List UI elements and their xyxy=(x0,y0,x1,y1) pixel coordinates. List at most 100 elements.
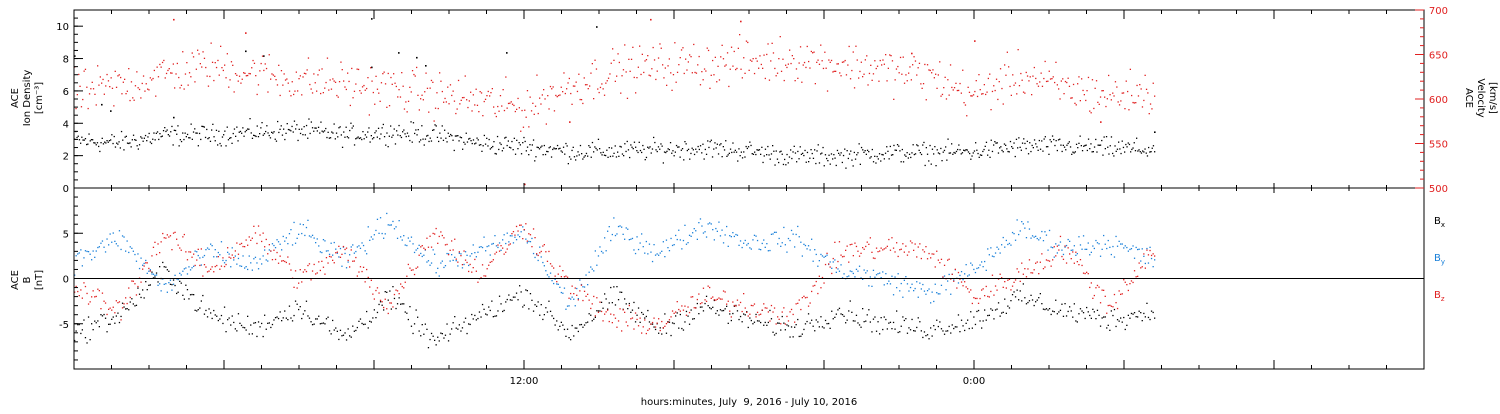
velocity-point xyxy=(847,64,849,66)
bz-point xyxy=(682,309,685,311)
ion-density-point xyxy=(760,153,762,155)
by-point xyxy=(724,234,726,236)
bx-point xyxy=(1004,298,1006,300)
bz-point xyxy=(1061,255,1063,258)
bz-point xyxy=(882,249,884,251)
bx-point xyxy=(432,335,434,337)
bz-point xyxy=(967,288,969,290)
velocity-point xyxy=(985,93,987,96)
by-point xyxy=(536,254,538,256)
by-point xyxy=(511,235,513,237)
velocity-point xyxy=(614,80,616,82)
ion-density-point xyxy=(1144,148,1146,150)
bz-point xyxy=(94,296,96,298)
by-point xyxy=(210,243,212,245)
bz-point xyxy=(432,232,434,235)
velocity-point xyxy=(733,50,735,53)
by-point xyxy=(1113,256,1116,258)
bx-point xyxy=(543,314,545,316)
velocity-point xyxy=(595,68,598,70)
ion-density-point xyxy=(406,132,409,134)
velocity-point xyxy=(743,57,745,59)
ion-density-point xyxy=(1092,151,1094,153)
bz-point xyxy=(933,253,935,255)
ion-density-point xyxy=(660,143,662,145)
ion-density-point xyxy=(644,159,646,161)
by-point xyxy=(1024,227,1026,229)
by-point xyxy=(506,232,508,234)
bx-point xyxy=(398,297,400,299)
bz-point xyxy=(486,268,488,270)
bx-point xyxy=(730,319,732,322)
bz-point xyxy=(600,310,603,313)
velocity-point xyxy=(693,43,695,46)
bx-point xyxy=(750,319,752,322)
bx-point xyxy=(729,313,731,315)
bz-point xyxy=(1154,255,1156,257)
by-point xyxy=(852,272,854,275)
bx-point xyxy=(227,319,229,321)
by-point xyxy=(180,274,182,276)
velocity-point xyxy=(568,77,570,80)
ion-density-point xyxy=(926,153,929,155)
by-point xyxy=(597,255,600,257)
by-point xyxy=(624,238,626,240)
by-point xyxy=(688,234,691,236)
bx-point xyxy=(455,327,457,329)
bx-point xyxy=(451,328,453,330)
bz-point xyxy=(824,263,827,266)
by-point xyxy=(288,233,291,235)
ion-density-point xyxy=(733,151,735,153)
ion-density-point xyxy=(648,147,650,149)
velocity-point xyxy=(805,66,807,69)
velocity-point xyxy=(787,63,789,65)
bx-point xyxy=(1070,310,1072,312)
bz-point xyxy=(770,304,773,307)
by-point xyxy=(849,270,851,272)
velocity-point xyxy=(467,106,469,109)
velocity-point xyxy=(286,78,288,80)
ion-density-point xyxy=(898,145,900,147)
by-point xyxy=(197,254,199,257)
bx-point xyxy=(162,261,164,264)
by-point xyxy=(273,244,275,247)
by-point xyxy=(1093,247,1095,250)
bx-point xyxy=(797,318,799,321)
velocity-point xyxy=(955,82,957,84)
bz-point xyxy=(1078,264,1080,266)
velocity-point xyxy=(429,87,431,89)
ion-density-point xyxy=(1115,150,1117,152)
by-point xyxy=(213,256,215,258)
velocity-point xyxy=(872,73,875,75)
velocity-point xyxy=(817,59,819,61)
ion-density-point xyxy=(817,144,819,146)
bx-point xyxy=(413,323,416,325)
ion-density-point xyxy=(734,149,736,151)
velocity-point xyxy=(997,98,999,101)
ion-density-point xyxy=(317,126,320,128)
ion-density-point xyxy=(278,131,280,134)
ion-density-point xyxy=(737,160,739,162)
velocity-point xyxy=(157,76,160,78)
velocity-point xyxy=(226,53,228,55)
bx-point xyxy=(665,332,668,334)
velocity-point xyxy=(124,78,126,80)
velocity-point xyxy=(1040,72,1042,74)
by-point xyxy=(637,248,640,251)
ion-density-point xyxy=(1066,144,1068,146)
ion-density-point xyxy=(1023,138,1025,140)
bz-point xyxy=(285,261,287,264)
ion-density-point xyxy=(531,144,533,146)
velocity-point xyxy=(503,109,506,112)
ion-density-point xyxy=(184,132,186,134)
velocity-point xyxy=(518,107,520,109)
velocity-point xyxy=(471,110,473,112)
by-point xyxy=(347,261,349,263)
bx-point xyxy=(1082,312,1085,314)
ion-density-point xyxy=(319,132,321,134)
by-point xyxy=(866,270,868,272)
bz-point xyxy=(415,267,417,269)
by-point xyxy=(336,252,338,254)
by-point xyxy=(434,253,436,255)
bz-point xyxy=(826,252,828,254)
